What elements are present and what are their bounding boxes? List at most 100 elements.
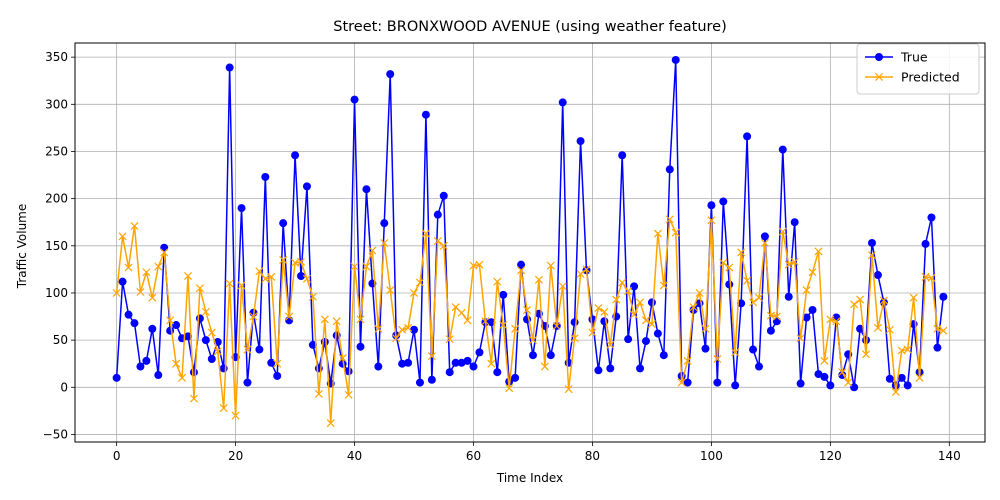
data-point bbox=[356, 342, 365, 351]
data-point bbox=[820, 372, 829, 381]
legend-entry-predicted: Predicted bbox=[865, 70, 960, 85]
data-point bbox=[850, 383, 859, 392]
data-point bbox=[320, 338, 329, 347]
data-point bbox=[689, 303, 698, 312]
data-point bbox=[338, 354, 347, 363]
data-point bbox=[219, 404, 228, 413]
data-point bbox=[409, 288, 419, 297]
data-point bbox=[166, 316, 175, 325]
x-tick-label: 120 bbox=[819, 449, 842, 463]
data-point bbox=[915, 373, 924, 382]
data-point bbox=[517, 260, 526, 269]
data-point bbox=[124, 263, 133, 272]
data-point bbox=[475, 348, 484, 357]
x-axis-title: Time Index bbox=[496, 471, 563, 485]
data-point bbox=[588, 328, 597, 337]
x-tick-label: 0 bbox=[113, 449, 121, 463]
data-point bbox=[433, 210, 442, 219]
data-point bbox=[243, 345, 252, 354]
data-point bbox=[879, 296, 888, 305]
data-point bbox=[713, 378, 722, 387]
data-point bbox=[118, 232, 127, 241]
data-point bbox=[261, 172, 270, 181]
data-point bbox=[219, 364, 228, 373]
data-point bbox=[594, 304, 603, 313]
data-point bbox=[273, 359, 282, 368]
data-point bbox=[189, 368, 198, 377]
data-point bbox=[624, 335, 633, 344]
data-point bbox=[850, 300, 859, 309]
data-point bbox=[279, 219, 288, 228]
data-point bbox=[683, 356, 692, 365]
axes: 0 20 40 60 80 100 120 140 −50 0 50 100 150 200 250 300 3… bbox=[43, 42, 986, 463]
data-point bbox=[719, 258, 728, 267]
data-point bbox=[790, 257, 799, 266]
data-point bbox=[184, 332, 193, 341]
data-point bbox=[302, 274, 311, 283]
x-tick-label: 80 bbox=[585, 449, 600, 463]
data-point bbox=[160, 248, 169, 257]
data-point bbox=[237, 281, 246, 290]
data-point bbox=[873, 323, 882, 332]
data-point bbox=[255, 345, 264, 354]
data-point bbox=[636, 298, 645, 307]
data-point bbox=[647, 298, 656, 307]
data-point bbox=[671, 55, 680, 64]
data-point bbox=[653, 329, 662, 338]
data-point bbox=[320, 315, 329, 324]
data-point bbox=[487, 359, 496, 368]
data-point bbox=[909, 293, 918, 302]
data-point bbox=[267, 272, 276, 281]
x-tick-label: 20 bbox=[228, 449, 243, 463]
data-point bbox=[112, 373, 121, 382]
data-point bbox=[338, 359, 347, 368]
data-point bbox=[737, 299, 746, 308]
data-point bbox=[183, 271, 193, 281]
data-point bbox=[326, 419, 335, 428]
data-point bbox=[939, 292, 948, 301]
data-point bbox=[891, 387, 900, 397]
legend-label: True bbox=[900, 50, 928, 65]
y-tick-label: 200 bbox=[45, 192, 68, 206]
data-point bbox=[885, 325, 894, 334]
data-point bbox=[766, 326, 775, 335]
data-point bbox=[255, 267, 264, 276]
data-point bbox=[499, 321, 508, 330]
data-point bbox=[231, 411, 240, 420]
data-point bbox=[332, 317, 341, 326]
data-point bbox=[511, 373, 520, 382]
data-point bbox=[350, 262, 359, 271]
data-point bbox=[225, 63, 234, 72]
data-point bbox=[719, 197, 728, 206]
data-point bbox=[374, 324, 383, 333]
data-point bbox=[195, 284, 204, 293]
data-point bbox=[207, 328, 216, 337]
data-point bbox=[201, 336, 210, 345]
data-point bbox=[273, 371, 282, 380]
data-point bbox=[237, 204, 246, 213]
series-line bbox=[115, 218, 944, 424]
data-point bbox=[743, 276, 752, 285]
data-point bbox=[826, 381, 835, 390]
data-point bbox=[380, 219, 389, 228]
data-point bbox=[511, 324, 520, 333]
data-point bbox=[201, 307, 210, 316]
data-point bbox=[118, 277, 127, 286]
data-point bbox=[576, 137, 585, 146]
data-point bbox=[826, 315, 835, 324]
data-point bbox=[433, 237, 442, 246]
data-point bbox=[802, 286, 811, 295]
data-point bbox=[285, 312, 294, 321]
legend-entry-true: True bbox=[865, 50, 928, 65]
data-point bbox=[754, 362, 763, 371]
data-point bbox=[933, 324, 942, 333]
data-point bbox=[427, 352, 436, 361]
series-predicted bbox=[112, 215, 948, 428]
y-tick-label: 250 bbox=[45, 144, 68, 158]
data-point bbox=[606, 364, 615, 373]
data-point bbox=[463, 316, 472, 325]
data-point bbox=[802, 313, 811, 322]
data-point bbox=[475, 260, 484, 269]
data-point bbox=[838, 368, 847, 377]
